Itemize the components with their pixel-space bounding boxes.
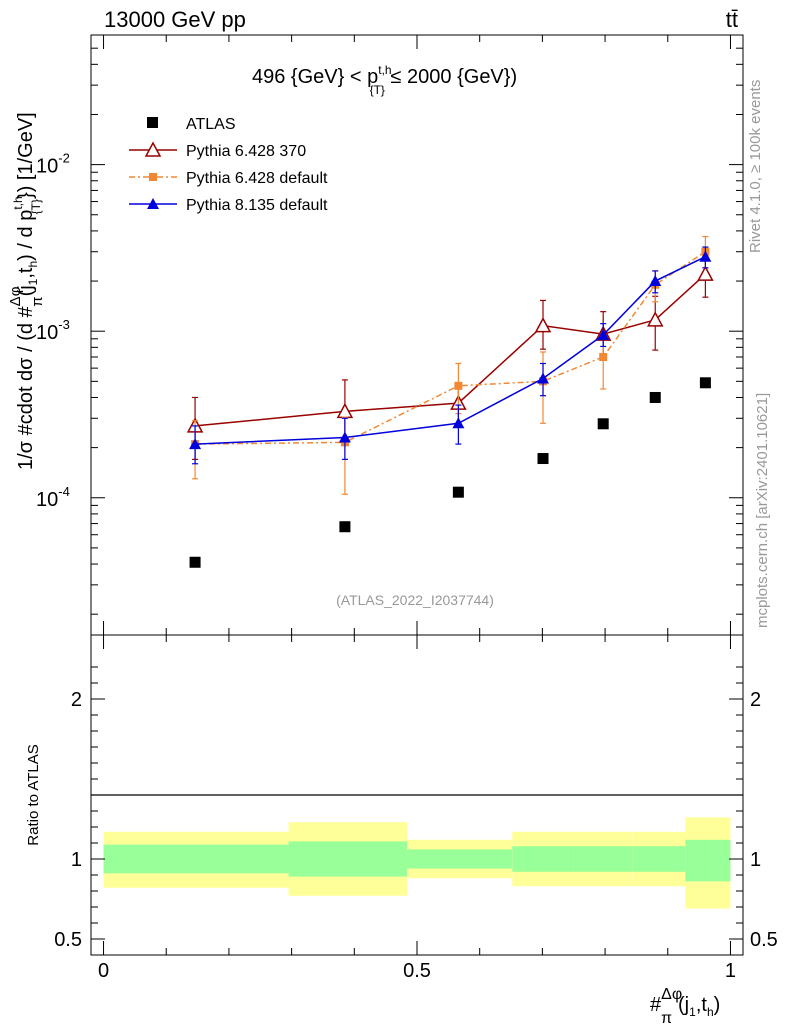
data-point-pythia-8-135-default	[338, 431, 351, 443]
ratio-inner-band	[632, 846, 686, 872]
y-tick-label: 10-4	[36, 484, 70, 511]
ratio-xlabel: #Δφ π (j1,th)	[650, 986, 720, 1024]
cut-label-suffix: ≤ 2000 {GeV})	[385, 66, 517, 88]
legend: ATLAS Pythia 6.428 370 Pythia 6.428 defa…	[129, 116, 328, 214]
process-label: tt̄	[726, 7, 738, 32]
legend-marker-py8	[147, 198, 159, 209]
ylabel-frac-num: Δφ	[7, 286, 24, 306]
ratio-inner-band	[685, 839, 731, 882]
ylabel-p-sup: t,h	[11, 196, 25, 209]
data-point-pythia-6-428-default	[599, 352, 608, 361]
ylabel-part-mid: ,t	[15, 267, 37, 279]
cut-label-sub: {T}	[370, 83, 385, 97]
legend-label-atlas: ATLAS	[186, 116, 236, 133]
data-point-pythia-6-428-370	[697, 265, 714, 281]
legend-marker-atlas	[147, 117, 158, 128]
ylabel-p-sub: {T}	[29, 199, 43, 214]
rivet-label: Rivet 4.1.0, ≥ 100k events	[747, 80, 764, 253]
y-tick-exponent: -3	[58, 317, 70, 332]
ratio-inner-band	[288, 841, 407, 877]
data-point-atlas	[699, 377, 711, 389]
ratio-y-tick-label: 1	[71, 849, 82, 871]
legend-marker-py6-370	[144, 141, 162, 157]
ylabel-part-a: 1/σ #cdot dσ / (d #	[15, 305, 37, 470]
cut-label-prefix: 496 {GeV} < p	[252, 66, 378, 88]
xlabel-hash: #	[650, 994, 662, 1016]
ratio-y-tick-label-right: 2	[750, 689, 761, 711]
data-point-pythia-8-135-default	[189, 438, 202, 450]
legend-marker-py6-default	[149, 173, 157, 181]
data-point-atlas	[339, 521, 351, 533]
x-tick-label: 0.5	[403, 960, 431, 982]
ylabel-part-c: }) [1/GeV]	[15, 112, 37, 199]
series-line-pythia-8-135-default	[195, 256, 706, 445]
ratio-y-tick-label: 0.5	[54, 929, 82, 951]
energy-label: 13000 GeV pp	[104, 7, 246, 32]
ratio-ylabel: Ratio to ATLAS	[25, 744, 42, 845]
data-point-pythia-8-135-default	[537, 372, 550, 384]
xlabel-sub-2: h	[707, 1005, 714, 1019]
ratio-y-tick-label-right: 1	[750, 849, 761, 871]
y-tick-label: 10-3	[36, 317, 70, 344]
data-point-pythia-8-135-default	[452, 417, 465, 429]
data-point-atlas	[537, 453, 549, 465]
ylabel-part-b: (j	[15, 285, 37, 296]
xlabel-frac-num: Δφ	[661, 986, 682, 1003]
ratio-inner-band	[573, 846, 633, 872]
y-tick-label: 10-2	[36, 151, 70, 178]
xlabel-sub-1: 1	[689, 1005, 696, 1019]
main-panel: 10-4 10-3 10-2 (ATLAS_2022_I2037744) 496 {…	[7, 34, 744, 636]
y-tick-exponent: -4	[58, 484, 70, 499]
data-point-pythia-6-428-370	[534, 317, 552, 333]
y-tick-exponent: -2	[58, 151, 70, 166]
data-point-atlas	[597, 418, 609, 430]
ratio-y-tick-label: 2	[71, 689, 82, 711]
legend-label-py8: Pythia 8.135 default	[186, 197, 328, 214]
data-point-atlas	[452, 486, 464, 498]
x-tick-label: 0	[98, 960, 109, 982]
ratio-inner-band	[103, 844, 289, 874]
legend-label-py6-370: Pythia 6.428 370	[186, 143, 306, 160]
x-tick-label: 1	[725, 960, 736, 982]
xlabel-part-c: )	[714, 994, 721, 1016]
ylabel-frac-den: π	[29, 296, 46, 306]
ratio-panel: 0.5 0.51 12 20 0.5 1 Ratio to ATLAS #Δφ π(j1,t…	[25, 634, 778, 1024]
cut-label: 496 {GeV} < pt,h {T} ≤ 2000 {GeV})	[252, 63, 517, 97]
data-point-pythia-8-135-default	[597, 328, 610, 340]
data-point-pythia-6-428-default	[454, 381, 463, 390]
ylabel-sub-1: 1	[26, 278, 40, 285]
main-ylabel: 1/σ #cdot dσ / (d #Δφ π(j1,th) / d pt,h {T…	[7, 112, 46, 470]
series-line-pythia-6-428-default	[195, 251, 706, 445]
ratio-inner-band	[512, 846, 574, 872]
ratio-y-tick-label-right: 0.5	[750, 929, 778, 951]
series-line-pythia-6-428-370	[194, 273, 706, 427]
data-point-atlas	[649, 391, 661, 403]
data-point-pythia-6-428-370	[646, 311, 664, 327]
ratio-inner-band	[406, 849, 513, 869]
data-point-pythia-8-135-default	[699, 250, 712, 262]
legend-label-py6-default: Pythia 6.428 default	[186, 170, 328, 187]
ylabel-part-end: ) / d p	[15, 210, 37, 261]
data-point-atlas	[189, 556, 201, 568]
data-point-pythia-8-135-default	[649, 275, 662, 287]
xlabel-frac-den: π	[661, 1010, 672, 1024]
mcplots-label: mcplots.cern.ch [arXiv:2401.10621]	[754, 393, 771, 628]
cut-label-sup: t,h	[378, 63, 391, 77]
ylabel-sub-2: h	[26, 261, 40, 268]
xlabel-part-b: ,t	[696, 994, 708, 1016]
xlabel-part-a: (j	[678, 994, 689, 1016]
analysis-watermark: (ATLAS_2022_I2037744)	[336, 592, 494, 608]
